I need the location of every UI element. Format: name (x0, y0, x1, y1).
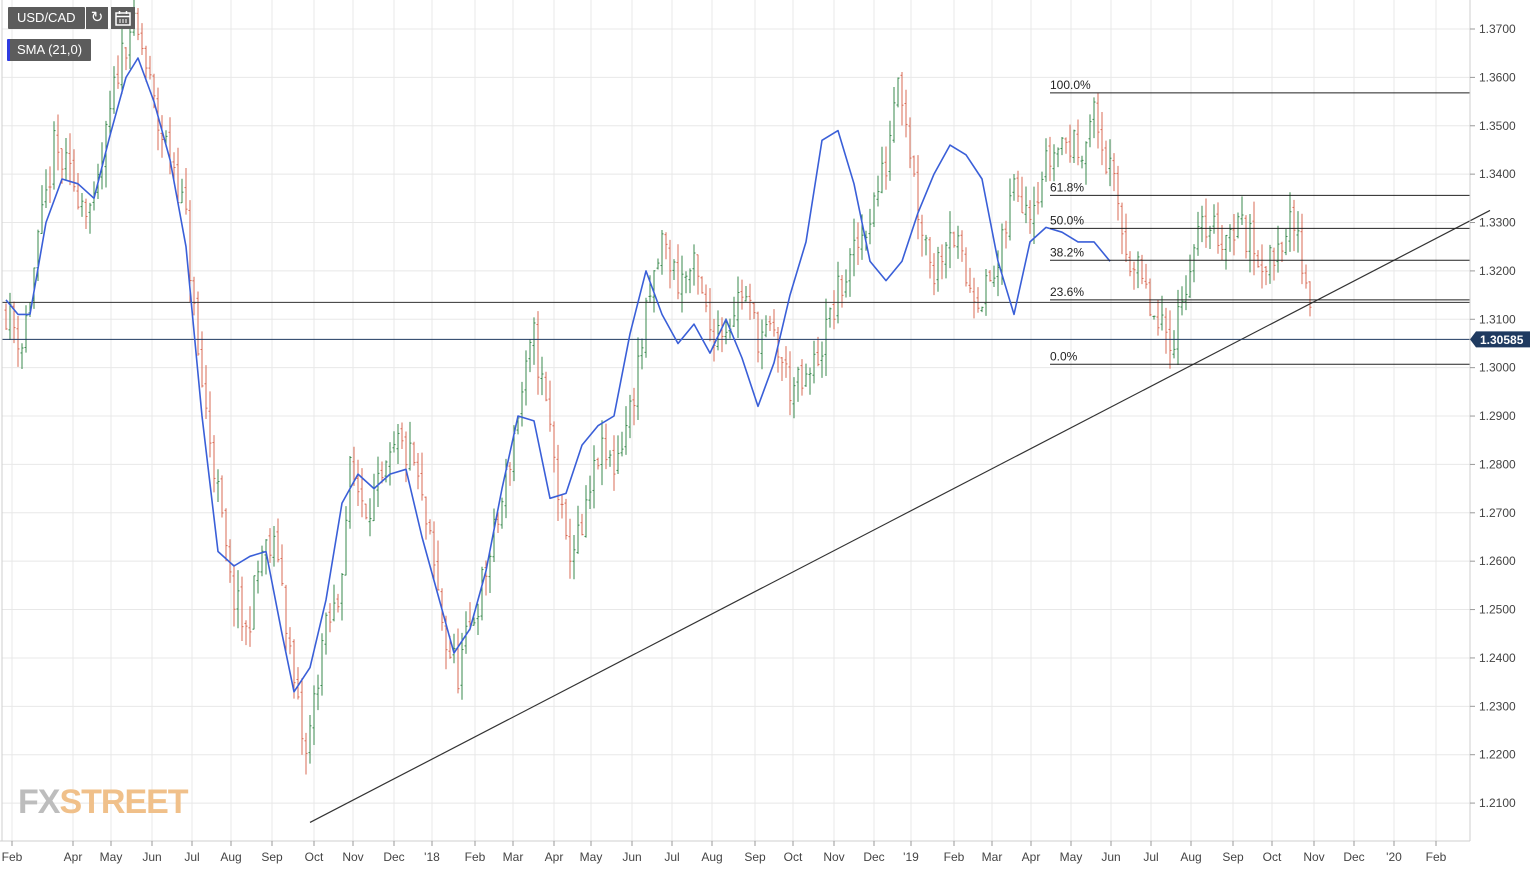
fib-level-label: 100.0% (1050, 78, 1091, 92)
y-tick-label: 1.2100 (1479, 796, 1516, 810)
y-tick-label: 1.3600 (1479, 70, 1516, 84)
y-tick-label: 1.2500 (1479, 603, 1516, 617)
x-tick-label: Oct (1263, 850, 1282, 864)
fib-level-label: 23.6% (1050, 285, 1084, 299)
candlesticks (4, 0, 1312, 775)
fib-level-label: 50.0% (1050, 213, 1084, 227)
y-tick-label: 1.3400 (1479, 167, 1516, 181)
x-tick-label: Aug (1180, 850, 1201, 864)
x-tick-label: '19 (903, 850, 919, 864)
x-tick-label: Mar (503, 850, 524, 864)
y-tick-label: 1.2300 (1479, 699, 1516, 713)
x-tick-label: '18 (424, 850, 440, 864)
x-tick-label: Jun (142, 850, 161, 864)
drawn-lines (2, 209, 1491, 823)
x-tick-label: Jul (1143, 850, 1158, 864)
calendar-icon (115, 11, 131, 26)
last-price-label: 1.30585 (1480, 333, 1524, 347)
x-tick-label: Nov (342, 850, 363, 864)
sma-indicator-badge[interactable]: SMA (21,0) (7, 39, 92, 61)
x-tick-label: Dec (863, 850, 884, 864)
x-tick-label: Feb (1426, 850, 1447, 864)
x-tick-label: Dec (1343, 850, 1364, 864)
y-tick-label: 1.2200 (1479, 748, 1516, 762)
x-tick-label: Sep (744, 850, 766, 864)
x-tick-label: May (580, 850, 603, 864)
x-tick-label: Jun (622, 850, 641, 864)
x-tick-label: Oct (784, 850, 803, 864)
y-tick-label: 1.2400 (1479, 651, 1516, 665)
trend-line[interactable] (309, 209, 1491, 823)
y-tick-label: 1.3300 (1479, 216, 1516, 230)
x-tick-label: May (1060, 850, 1083, 864)
x-tick-label: Sep (261, 850, 283, 864)
grid (2, 0, 1470, 841)
x-tick-label: Apr (1022, 850, 1041, 864)
y-tick-label: 1.3000 (1479, 361, 1516, 375)
calendar-button[interactable] (111, 7, 135, 29)
y-tick-label: 1.3200 (1479, 264, 1516, 278)
x-tick-label: Nov (823, 850, 844, 864)
logo-suffix: STREET (59, 783, 188, 821)
sma-path (5, 57, 1111, 693)
x-tick-label: Jul (664, 850, 679, 864)
x-tick-label: Apr (545, 850, 564, 864)
y-tick-label: 1.3700 (1479, 22, 1516, 36)
logo-prefix: FX (18, 783, 60, 821)
x-tick-label: Mar (982, 850, 1003, 864)
x-tick-label: Feb (465, 850, 486, 864)
last-price-tag: 1.30585 (1470, 331, 1530, 348)
x-tick-label: Sep (1222, 850, 1244, 864)
fib-level-label: 61.8% (1050, 180, 1084, 194)
x-tick-label: May (100, 850, 123, 864)
x-tick-label: Dec (383, 850, 404, 864)
refresh-button[interactable]: ↻ (86, 7, 108, 29)
fibonacci-levels: 100.0% 61.8% 50.0% 38.2% 23.6% 0.0% (1050, 78, 1470, 365)
y-tick-label: 1.2900 (1479, 409, 1516, 423)
y-tick-label: 1.3500 (1479, 119, 1516, 133)
x-tick-label: Feb (944, 850, 965, 864)
x-tick-label: Jul (184, 850, 199, 864)
x-tick-label: Aug (220, 850, 241, 864)
fib-level-label: 38.2% (1050, 245, 1084, 259)
x-tick-label: Oct (305, 850, 324, 864)
x-tick-label: Jun (1101, 850, 1120, 864)
refresh-icon: ↻ (90, 9, 104, 26)
x-tick-label: Feb (2, 850, 23, 864)
y-tick-label: 1.3100 (1479, 312, 1516, 326)
x-tick-label: Aug (701, 850, 722, 864)
y-tick-label: 1.2600 (1479, 554, 1516, 568)
symbol-badge[interactable]: USD/CAD (8, 7, 85, 29)
y-tick-label: 1.2800 (1479, 457, 1516, 471)
fxstreet-logo: FXSTREET (18, 783, 189, 822)
x-tick-label: Apr (64, 850, 83, 864)
sma-line (5, 57, 1111, 693)
y-tick-label: 1.2700 (1479, 506, 1516, 520)
x-tick-label: Nov (1303, 850, 1324, 864)
x-tick-label: '20 (1386, 850, 1402, 864)
fib-level-label: 0.0% (1050, 349, 1078, 363)
